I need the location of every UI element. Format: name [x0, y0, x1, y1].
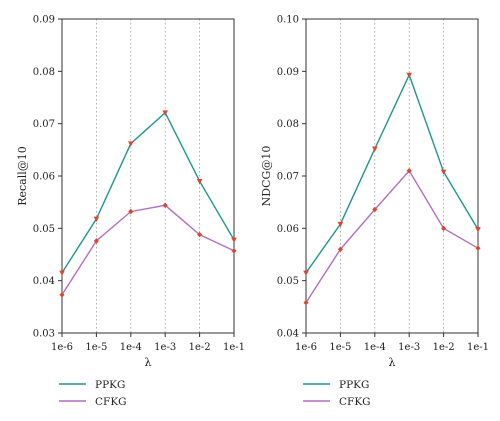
y-tick-label: 0.05 [33, 224, 55, 235]
data-point-ppkg [303, 270, 309, 276]
y-axis-label: NDCG@10 [260, 146, 273, 207]
data-point-ppkg [93, 216, 100, 222]
data-point-cfkg [441, 225, 447, 232]
data-point-ppkg [372, 146, 378, 152]
data-point-ppkg [128, 141, 134, 147]
y-tick-label: 0.06 [277, 224, 299, 235]
series-line-ppkg [305, 73, 479, 274]
data-point-cfkg [337, 246, 343, 253]
data-point-ppkg [162, 110, 168, 116]
x-tick-label: 1e-3 [154, 342, 176, 353]
data-point-cfkg [231, 248, 237, 254]
series-line-cfkg [61, 204, 235, 296]
y-tick-label: 0.04 [277, 329, 299, 340]
x-axis-label: λ [389, 356, 396, 369]
data-point-ppkg [59, 270, 65, 276]
data-point-cfkg [162, 202, 168, 209]
data-point-cfkg [406, 167, 412, 174]
y-tick-label: 0.08 [33, 67, 55, 78]
x-tick-label: 1e-4 [120, 342, 142, 353]
data-point-ppkg [231, 237, 237, 243]
y-tick-label: 0.04 [33, 276, 55, 287]
y-tick-label: 0.03 [33, 329, 55, 340]
y-tick-label: 0.05 [277, 276, 299, 287]
y-axis-label: Recall@10 [16, 146, 29, 206]
x-tick-label: 1e-1 [223, 342, 245, 353]
legend-label: PPKG [339, 379, 369, 391]
data-point-cfkg [475, 245, 481, 252]
x-tick-label: 1e-6 [51, 342, 73, 353]
data-point-cfkg [128, 208, 134, 215]
data-point-ppkg [337, 221, 344, 228]
y-tick-label: 0.06 [33, 172, 55, 183]
chart-panel-1: 0.03 0.04 0.05 0.06 0.07 0.08 0.09 1e-6 1e-5 1e-4… [16, 15, 245, 409]
x-tick-label: 1e-5 [329, 342, 351, 353]
x-tick-label: 1e-1 [467, 342, 489, 353]
y-tick-label: 0.07 [277, 172, 299, 183]
legend-label: PPKG [95, 379, 125, 391]
data-point-cfkg [93, 238, 99, 244]
x-tick-label: 1e-3 [398, 342, 420, 353]
data-point-cfkg [59, 291, 65, 298]
y-tick-label: 0.09 [277, 67, 299, 78]
y-tick-label: 0.08 [277, 119, 299, 130]
x-tick-label: 1e-2 [189, 342, 211, 353]
x-tick-label: 1e-5 [85, 342, 107, 353]
y-tick-label: 0.09 [33, 15, 55, 26]
plot-frame [61, 18, 235, 334]
y-tick-label: 0.07 [33, 119, 55, 130]
series-line-cfkg [305, 169, 479, 303]
x-axis-label: λ [145, 356, 152, 369]
series-line-ppkg [61, 111, 235, 274]
x-tick-label: 1e-4 [364, 342, 386, 353]
x-tick-label: 1e-2 [433, 342, 455, 353]
y-tick-label: 0.10 [277, 15, 299, 26]
legend-label: CFKG [339, 396, 371, 408]
data-point-ppkg [475, 227, 481, 233]
legend-label: CFKG [95, 396, 127, 408]
data-point-cfkg [372, 206, 378, 213]
data-point-ppkg [440, 169, 447, 175]
data-point-cfkg [197, 231, 203, 238]
chart-panel-2: 0.04 0.05 0.06 0.07 0.08 0.09 0.10 1e-6 1e-5 1e-4… [260, 15, 489, 409]
data-point-ppkg [196, 178, 203, 185]
x-tick-label: 1e-6 [295, 342, 317, 353]
plot-frame [305, 18, 479, 334]
data-point-ppkg [406, 72, 412, 79]
data-point-cfkg [303, 299, 309, 306]
